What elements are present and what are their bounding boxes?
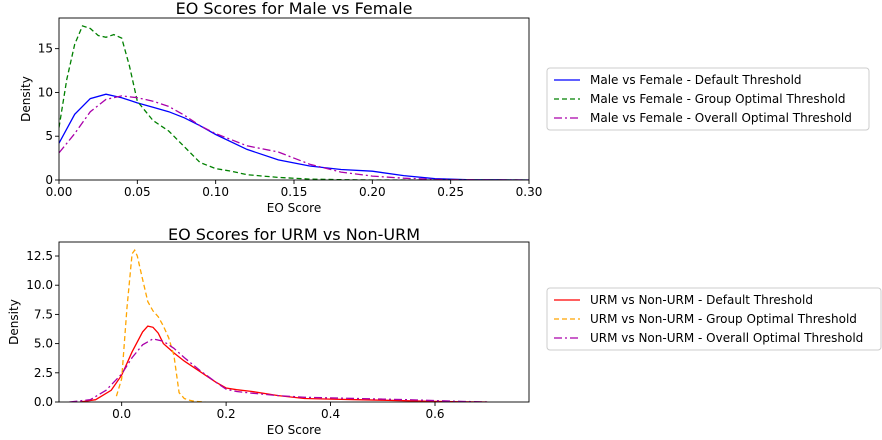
y-tick-label: 5.0 (34, 337, 53, 351)
y-tick-label: 10 (38, 85, 53, 99)
series-line-0 (59, 93, 529, 180)
plot-frame (58, 17, 530, 181)
x-tick-label: 0.10 (202, 185, 229, 199)
series-line-2 (59, 95, 529, 180)
y-tick-label: 2.5 (34, 366, 53, 380)
y-tick-label: 7.5 (34, 307, 53, 321)
x-tick-label: 0.20 (359, 185, 386, 199)
series-line-0 (79, 325, 488, 402)
y-axis-label: Density (7, 299, 21, 345)
series-line-2 (69, 338, 488, 402)
x-tick-label: 0.15 (281, 185, 308, 199)
x-tick-label: 0.25 (437, 185, 464, 199)
y-tick-label: 0.0 (34, 395, 53, 409)
x-tick-label: 0.6 (425, 407, 444, 421)
chart-urm-vs-non-urm: EO Scores for URM vs Non-URM 0.0 0.2 0.4 0.6… (7, 225, 882, 437)
legend-label: Male vs Female - Group Optimal Threshold (590, 92, 846, 106)
y-tick-label: 0 (45, 173, 53, 187)
chart-title: EO Scores for URM vs Non-URM (168, 225, 420, 244)
x-tick-label: 0.05 (124, 185, 151, 199)
plot-frame (58, 241, 530, 403)
y-tick-label: 10.0 (26, 278, 53, 292)
legend-label: URM vs Non-URM - Overall Optimal Thresho… (590, 331, 863, 345)
y-axis-label: Density (19, 76, 33, 122)
legend-label: Male vs Female - Default Threshold (590, 73, 802, 87)
x-tick-label: 0.0 (112, 407, 131, 421)
legend-label: Male vs Female - Overall Optimal Thresho… (590, 111, 852, 125)
x-axis-label: EO Score (267, 201, 321, 215)
legend-label: URM vs Non-URM - Default Threshold (590, 293, 813, 307)
legend: URM vs Non-URM - Default Threshold URM vs… (546, 287, 882, 351)
legend-box (546, 67, 870, 131)
y-tick-label: 12.5 (26, 249, 53, 263)
legend-label: URM vs Non-URM - Group Optimal Threshold (590, 312, 857, 326)
series-line-1 (59, 25, 529, 180)
y-tick-label: 5 (45, 129, 53, 143)
x-tick-label: 0.4 (321, 407, 340, 421)
chart-title: EO Scores for Male vs Female (176, 0, 413, 18)
x-tick-label: 0.2 (217, 407, 236, 421)
legend: Male vs Female - Default Threshold Male v… (546, 67, 870, 131)
x-axis-label: EO Score (267, 423, 321, 437)
x-tick-label: 0.00 (46, 185, 73, 199)
x-tick-label: 0.30 (516, 185, 543, 199)
y-tick-label: 15 (38, 42, 53, 56)
chart-male-vs-female: EO Scores for Male vs Female 0.00 0.05 0.10… (19, 0, 870, 215)
series-line-1 (115, 248, 206, 402)
legend-box (546, 287, 882, 351)
